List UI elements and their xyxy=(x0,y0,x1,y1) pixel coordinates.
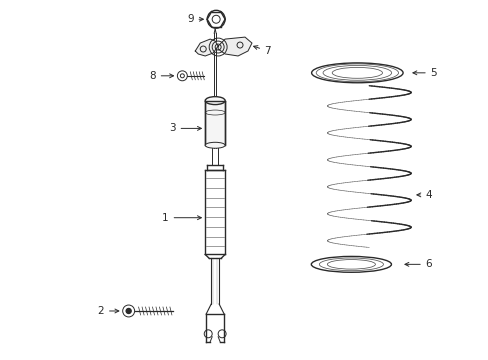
Text: 3: 3 xyxy=(169,123,175,134)
Text: 2: 2 xyxy=(97,306,104,316)
Ellipse shape xyxy=(205,96,224,105)
Ellipse shape xyxy=(205,142,224,148)
Text: 8: 8 xyxy=(149,71,156,81)
Polygon shape xyxy=(195,39,218,56)
Text: 9: 9 xyxy=(186,14,193,24)
FancyBboxPatch shape xyxy=(205,100,224,145)
Text: 6: 6 xyxy=(425,259,431,269)
Polygon shape xyxy=(218,37,251,56)
Text: 4: 4 xyxy=(425,190,431,200)
Text: 5: 5 xyxy=(430,68,436,78)
Text: 1: 1 xyxy=(162,213,168,223)
Circle shape xyxy=(126,309,131,314)
Text: 7: 7 xyxy=(264,46,271,56)
